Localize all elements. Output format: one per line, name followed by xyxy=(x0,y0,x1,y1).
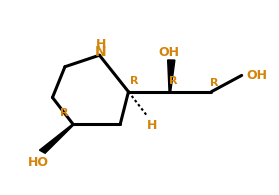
Polygon shape xyxy=(39,124,74,153)
Text: H: H xyxy=(96,38,106,51)
Text: H: H xyxy=(147,119,157,132)
Text: OH: OH xyxy=(247,69,268,82)
Text: R: R xyxy=(210,78,218,88)
Text: R: R xyxy=(130,76,138,86)
Text: R: R xyxy=(60,108,68,118)
Polygon shape xyxy=(168,60,175,92)
Text: N: N xyxy=(95,45,107,59)
Text: OH: OH xyxy=(158,46,179,59)
Text: HO: HO xyxy=(28,156,49,169)
Text: R: R xyxy=(169,76,177,86)
